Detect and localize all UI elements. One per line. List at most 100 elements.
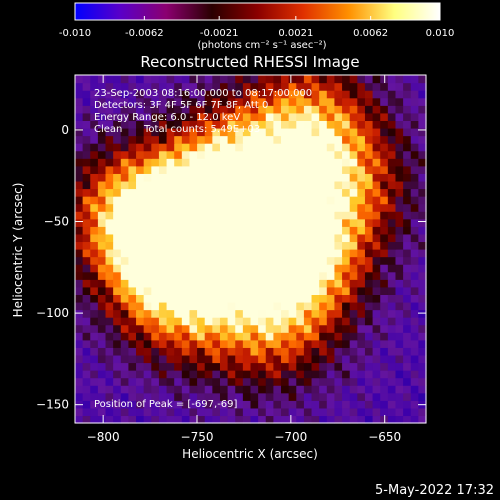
heatmap-cell [387,226,397,235]
heatmap-cell [258,347,267,356]
heatmap-cell [227,90,236,99]
heatmap-cell [410,127,419,137]
heatmap-cell [219,264,229,273]
heatmap-cell [113,407,122,417]
heatmap-cell [288,271,297,280]
heatmap-cell [235,385,244,394]
heatmap-cell [174,377,183,386]
heatmap-cell [418,135,427,144]
heatmap-cell [418,332,427,341]
heatmap-cell [250,196,259,205]
heatmap-cell [136,249,145,258]
heatmap-cell [372,301,381,311]
heatmap-cell [296,317,305,326]
heatmap-cell [410,173,419,182]
heatmap-cell [296,339,305,348]
heatmap-cell [166,339,175,348]
heatmap-cell [82,347,91,356]
heatmap-cell [288,249,297,258]
heatmap-cell [197,271,206,280]
heatmap-cell [281,385,290,394]
heatmap-cell [342,75,351,84]
heatmap-cell [281,135,290,144]
heatmap-cell [403,347,412,356]
heatmap-cell [189,301,198,311]
heatmap-cell [105,233,114,243]
heatmap-cell [97,347,107,356]
heatmap-cell [250,97,259,106]
heatmap-cell [151,256,160,265]
heatmap-cell [151,143,160,152]
heatmap-cell [334,165,343,174]
heatmap-cell [311,249,320,258]
heatmap-cell [242,233,252,243]
heatmap-cell [303,286,313,295]
heatmap-cell [75,75,84,84]
heatmap-cell [90,143,99,152]
heatmap-cell [334,120,343,129]
heatmap-cell [136,294,145,303]
heatmap-cell [319,180,328,190]
heatmap-cell [174,158,183,167]
heatmap-cell [288,324,297,333]
heatmap-cell [387,370,397,379]
heatmap-cell [380,377,389,386]
heatmap-cell [334,362,343,371]
heatmap-cell [90,211,99,220]
heatmap-cell [418,286,427,295]
heatmap-cell [242,180,252,190]
heatmap-cell [219,158,229,167]
heatmap-cell [303,165,313,174]
heatmap-cell [395,407,404,417]
heatmap-cell [235,75,244,84]
heatmap-cell [189,271,198,280]
heatmap-cell [334,249,343,258]
heatmap-cell [219,127,229,137]
heatmap-cell [288,173,297,182]
heatmap-cell [197,158,206,167]
heatmap-cell [265,180,274,190]
heatmap-cell [242,385,252,394]
heatmap-cell [303,150,313,159]
heatmap-cell [174,370,183,379]
heatmap-cell [212,362,221,371]
heatmap-cell [212,241,221,250]
heatmap-cell [334,392,343,401]
heatmap-cell [364,97,374,106]
heatmap-cell [151,415,160,424]
heatmap-cell [151,233,160,243]
heatmap-cell [212,347,221,356]
heatmap-cell [380,188,389,197]
heatmap-cell [105,90,114,99]
heatmap-cell [319,407,328,417]
heatmap-cell [82,135,91,144]
heatmap-cell [395,75,404,84]
heatmap-cell [158,120,168,129]
heatmap-cell [235,249,244,258]
heatmap-cell [197,203,206,212]
heatmap-cell [357,301,366,311]
heatmap-cell [395,377,404,386]
heatmap-cell [75,415,84,424]
heatmap-cell [380,82,389,91]
heatmap-cell [273,127,282,137]
heatmap-cell [242,377,252,386]
heatmap-cell [90,90,99,99]
heatmap-cell [166,127,175,137]
heatmap-cell [82,286,91,295]
heatmap-cell [219,233,229,243]
heatmap-cell [387,112,397,121]
heatmap-cell [75,180,84,190]
heatmap-cell [105,415,114,424]
heatmap-cell [418,90,427,99]
heatmap-cell [387,354,397,364]
heatmap-cell [90,249,99,258]
heatmap-cell [342,317,351,326]
heatmap-cell [372,377,381,386]
heatmap-cell [265,173,274,182]
heatmap-cell [212,226,221,235]
heatmap-cell [349,143,358,152]
heatmap-cell [75,301,84,311]
heatmap-cell [273,294,282,303]
heatmap-cell [281,97,290,106]
